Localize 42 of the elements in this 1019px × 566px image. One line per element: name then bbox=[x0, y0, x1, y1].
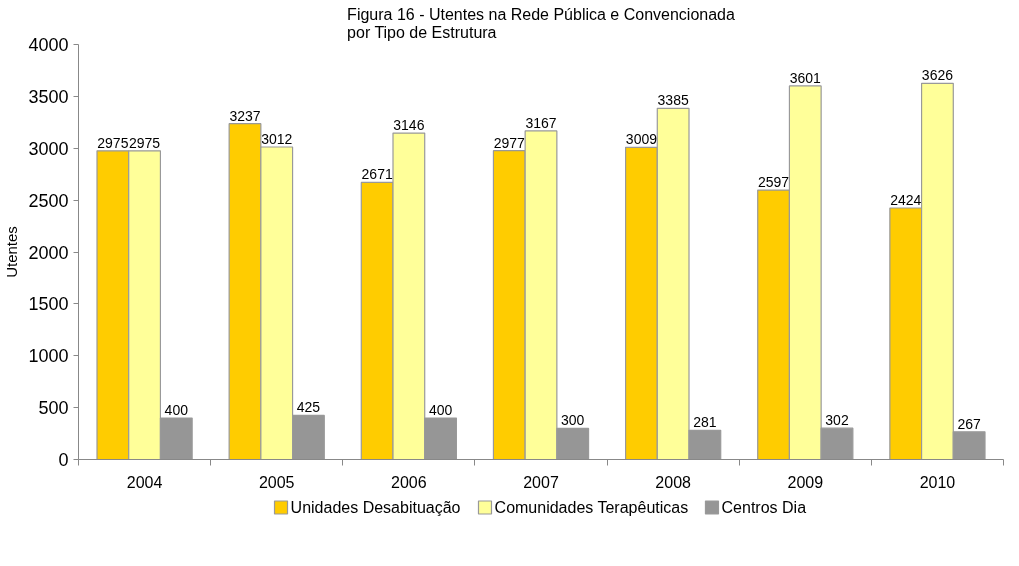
x-tick-label: 2005 bbox=[258, 473, 295, 491]
data-label: 3626 bbox=[921, 67, 954, 84]
data-label: 2977 bbox=[493, 134, 526, 151]
legend-label: Comunidades Terapêuticas bbox=[494, 499, 689, 516]
y-tick-label: 500 bbox=[38, 398, 69, 419]
data-label: 2424 bbox=[890, 192, 922, 209]
data-label: 425 bbox=[296, 399, 321, 416]
y-tick-label: 2500 bbox=[28, 190, 69, 211]
y-tick-label: 3000 bbox=[28, 138, 69, 159]
data-label: 400 bbox=[428, 402, 453, 418]
y-axis-title: Utentes bbox=[3, 226, 21, 278]
data-label: 400 bbox=[164, 402, 189, 418]
data-label: 3012 bbox=[261, 131, 293, 148]
legend-label: Unidades Desabituação bbox=[290, 499, 461, 516]
y-tick-label: 1000 bbox=[28, 346, 69, 367]
data-label: 302 bbox=[825, 412, 849, 429]
data-label: 3167 bbox=[525, 114, 557, 131]
data-label: 3601 bbox=[789, 69, 822, 86]
data-label: 2975 bbox=[129, 134, 161, 151]
x-tick-label: 2008 bbox=[655, 473, 692, 491]
data-label: 2975 bbox=[97, 134, 129, 151]
x-tick-label: 2004 bbox=[126, 473, 163, 491]
data-label: 300 bbox=[561, 412, 585, 429]
x-tick-label: 2007 bbox=[523, 473, 559, 491]
y-tick-label: 2000 bbox=[28, 242, 69, 263]
data-label: 2597 bbox=[758, 174, 790, 191]
legend-label: Centros Dia bbox=[721, 499, 807, 516]
data-label: 3009 bbox=[625, 131, 658, 148]
x-tick-label: 2010 bbox=[919, 473, 956, 491]
x-tick-label: 2009 bbox=[787, 473, 824, 491]
chart-title: Figura 16 - Utentes na Rede Pública e Convencionada por Tipo de Estrutura bbox=[347, 5, 735, 42]
y-tick-label: 3500 bbox=[28, 86, 69, 107]
data-label: 281 bbox=[693, 414, 717, 431]
data-label: 3385 bbox=[657, 92, 689, 109]
y-tick-label: 4000 bbox=[28, 35, 69, 55]
y-tick-label: 1500 bbox=[28, 294, 69, 315]
y-tick-label: 0 bbox=[58, 450, 69, 470]
x-tick-label: 2006 bbox=[391, 473, 427, 491]
data-label: 3237 bbox=[229, 107, 261, 124]
data-label: 3146 bbox=[393, 117, 425, 134]
data-label: 2671 bbox=[361, 166, 393, 183]
data-label: 267 bbox=[957, 415, 982, 432]
